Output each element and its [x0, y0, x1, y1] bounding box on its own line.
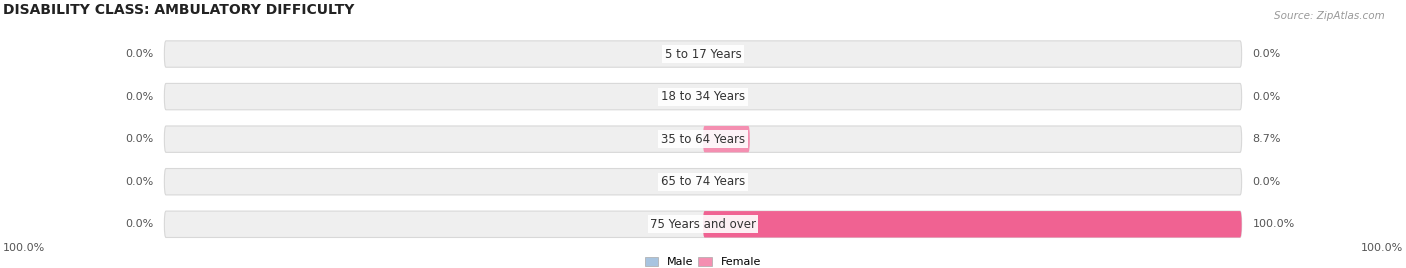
FancyBboxPatch shape [165, 41, 1241, 67]
Text: 8.7%: 8.7% [1253, 134, 1281, 144]
Text: 100.0%: 100.0% [3, 243, 45, 253]
Text: 5 to 17 Years: 5 to 17 Years [665, 47, 741, 61]
Text: DISABILITY CLASS: AMBULATORY DIFFICULTY: DISABILITY CLASS: AMBULATORY DIFFICULTY [3, 3, 354, 17]
Text: 35 to 64 Years: 35 to 64 Years [661, 133, 745, 146]
Text: 0.0%: 0.0% [1253, 177, 1281, 187]
Text: 0.0%: 0.0% [125, 92, 153, 102]
FancyBboxPatch shape [165, 126, 1241, 152]
Legend: Male, Female: Male, Female [645, 257, 761, 267]
Text: 0.0%: 0.0% [125, 134, 153, 144]
Text: 65 to 74 Years: 65 to 74 Years [661, 175, 745, 188]
FancyBboxPatch shape [165, 169, 1241, 195]
Text: 75 Years and over: 75 Years and over [650, 218, 756, 231]
FancyBboxPatch shape [703, 211, 1241, 237]
Text: 18 to 34 Years: 18 to 34 Years [661, 90, 745, 103]
FancyBboxPatch shape [165, 83, 1241, 110]
Text: 0.0%: 0.0% [1253, 49, 1281, 59]
FancyBboxPatch shape [165, 211, 1241, 237]
Text: Source: ZipAtlas.com: Source: ZipAtlas.com [1274, 11, 1385, 21]
FancyBboxPatch shape [703, 126, 749, 152]
Text: 0.0%: 0.0% [1253, 92, 1281, 102]
Text: 0.0%: 0.0% [125, 177, 153, 187]
Text: 0.0%: 0.0% [125, 219, 153, 229]
Text: 0.0%: 0.0% [125, 49, 153, 59]
Text: 100.0%: 100.0% [1361, 243, 1403, 253]
Text: 100.0%: 100.0% [1253, 219, 1295, 229]
